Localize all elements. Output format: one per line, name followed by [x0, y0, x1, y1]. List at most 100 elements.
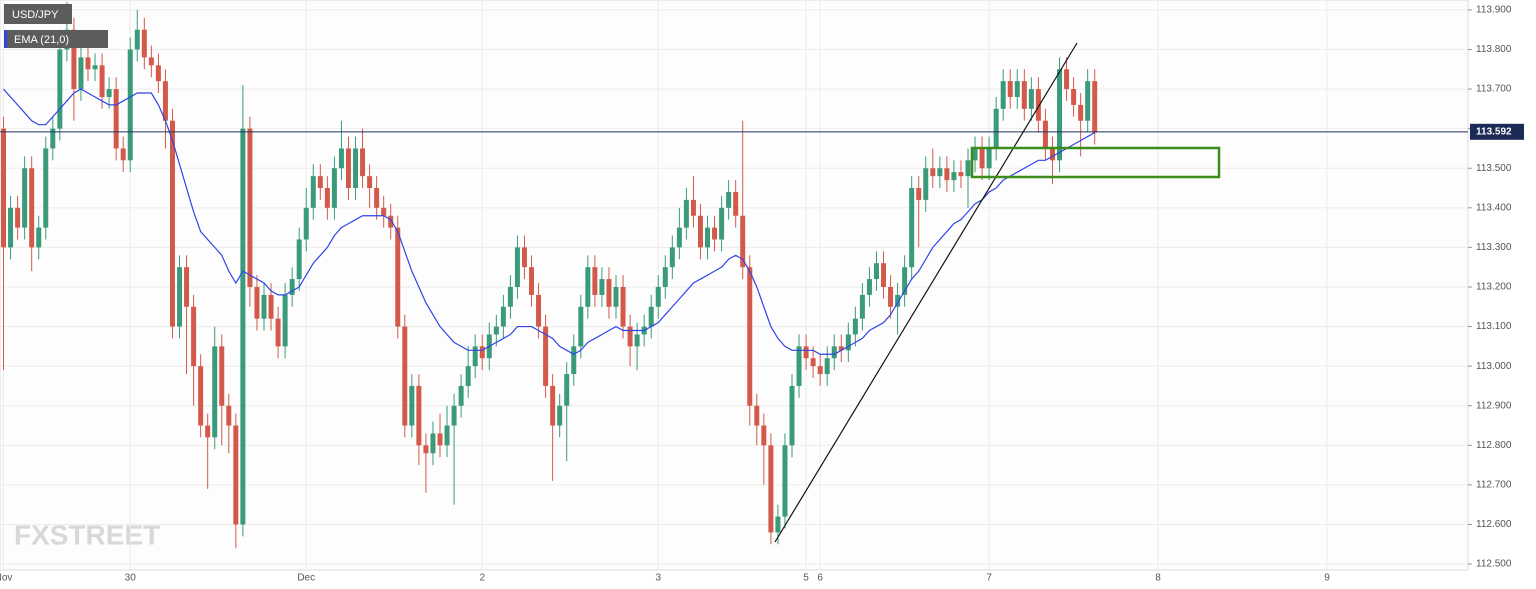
- candle-body: [578, 306, 584, 347]
- candle-body: [500, 306, 506, 327]
- candle-body: [92, 65, 98, 70]
- candle-body: [430, 433, 436, 454]
- x-tick-label: 30: [125, 573, 137, 584]
- candle-body: [521, 247, 527, 268]
- candle-body: [15, 207, 21, 228]
- legend-box: [4, 30, 108, 48]
- last-price-label: 113.592: [1476, 126, 1512, 137]
- candle-body: [113, 89, 119, 149]
- candle-body: [613, 286, 619, 307]
- candle-body: [367, 176, 373, 189]
- candle-body: [655, 286, 661, 307]
- x-tick-label: Dec: [297, 573, 315, 584]
- candle-body: [141, 29, 147, 58]
- candle-body: [409, 385, 415, 426]
- candle-body: [395, 227, 401, 327]
- candle-body: [212, 346, 218, 438]
- candle-body: [627, 326, 633, 347]
- y-tick-label: 112.800: [1476, 440, 1512, 451]
- candle-body: [972, 148, 978, 161]
- candle-body: [1042, 120, 1048, 149]
- candle-body: [261, 294, 267, 319]
- candle-body: [683, 199, 689, 228]
- x-tick-label: 3: [655, 573, 661, 584]
- candle-body: [902, 267, 908, 295]
- candle-body: [719, 207, 725, 240]
- candle-body: [1028, 89, 1034, 109]
- candle-body: [1092, 81, 1098, 133]
- candle-body: [22, 168, 28, 228]
- x-tick-label: 8: [1155, 573, 1161, 584]
- candle-body: [895, 294, 901, 307]
- candle-body: [937, 168, 943, 177]
- candle-body: [775, 516, 781, 533]
- legend-label: EMA (21,0): [14, 34, 69, 46]
- candle-body: [296, 239, 302, 280]
- candle-body: [965, 160, 971, 177]
- candle-body: [979, 148, 985, 169]
- candle-body: [824, 358, 830, 375]
- candle-body: [493, 326, 499, 335]
- x-tick-label: 6: [817, 573, 823, 584]
- candle-body: [388, 215, 394, 228]
- candle-body: [155, 65, 161, 82]
- candle-body: [1064, 69, 1070, 90]
- candle-body: [916, 188, 922, 200]
- y-tick-label: 113.500: [1476, 163, 1512, 174]
- candle-body: [761, 425, 767, 446]
- candle-body: [845, 334, 851, 351]
- last-price-box: [1470, 123, 1524, 140]
- x-tick-label: 7: [986, 573, 992, 584]
- candle-body: [184, 267, 190, 307]
- candle-body: [634, 334, 640, 347]
- candle-body: [85, 57, 91, 70]
- y-tick-label: 113.000: [1476, 361, 1512, 372]
- y-tick-label: 113.800: [1476, 44, 1512, 55]
- candle-body: [958, 172, 964, 177]
- candle-body: [733, 191, 739, 216]
- candle-body: [8, 207, 14, 248]
- candle-body: [705, 227, 711, 248]
- candle-body: [240, 128, 246, 525]
- candle-body: [838, 346, 844, 351]
- candle-body: [690, 199, 696, 216]
- candle-body: [831, 346, 837, 359]
- candle-body: [676, 227, 682, 248]
- candle-body: [1085, 81, 1091, 121]
- candle-body: [254, 286, 260, 319]
- candle-body: [747, 267, 753, 406]
- candle-body: [789, 385, 795, 446]
- candle-body: [852, 318, 858, 335]
- y-tick-label: 113.100: [1476, 321, 1512, 332]
- candle-body: [803, 346, 809, 359]
- candle-body: [402, 326, 408, 426]
- candle-body: [557, 405, 563, 426]
- candle-body: [268, 294, 274, 319]
- y-tick-label: 112.700: [1476, 480, 1512, 491]
- candle-body: [317, 176, 323, 189]
- candle-body: [1035, 89, 1041, 121]
- candle-body: [99, 65, 105, 97]
- candle-body: [993, 108, 999, 149]
- candle-body: [198, 366, 204, 426]
- candle-body: [451, 405, 457, 426]
- candle-body: [120, 148, 126, 161]
- candle-body: [381, 207, 387, 216]
- candle-body: [458, 385, 464, 406]
- candle-body: [620, 286, 626, 327]
- candle-body: [29, 168, 35, 248]
- candle-body: [191, 306, 197, 367]
- candle-body: [479, 346, 485, 359]
- x-tick-label: 2: [479, 573, 485, 584]
- candle-body: [599, 279, 605, 295]
- trend-line: [774, 42, 1078, 543]
- candle-body: [873, 263, 879, 280]
- candle-body: [810, 358, 816, 367]
- candle-body: [50, 128, 56, 149]
- support-zone: [970, 146, 1221, 179]
- candle-body: [909, 188, 915, 268]
- candle-body: [1021, 81, 1027, 109]
- candle-body: [564, 374, 570, 406]
- legend-label: USD/JPY: [12, 9, 59, 21]
